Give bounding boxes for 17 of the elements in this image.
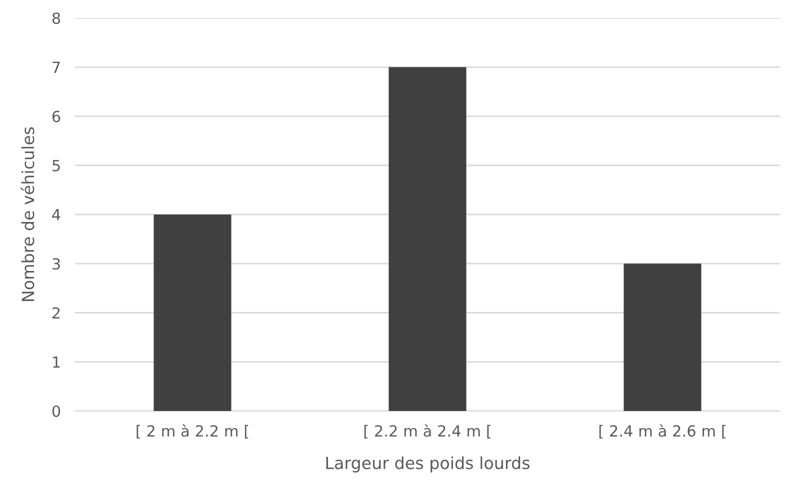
x-tick-label: [ 2.4 m à 2.6 m [ (599, 424, 726, 439)
x-axis-title: Largeur des poids lourds (326, 456, 530, 472)
y-tick-label: 7 (52, 62, 60, 73)
y-tick-label: 5 (52, 160, 60, 172)
bar (154, 214, 232, 411)
y-tick-label: 0 (52, 405, 60, 418)
x-tick-label: [ 2 m à 2.2 m [ (136, 424, 248, 439)
y-tick-label: 6 (52, 110, 60, 122)
y-axis-title: Nombre de véhicules (20, 127, 34, 301)
bar (624, 264, 702, 411)
y-tick-label: 1 (53, 356, 60, 368)
y-tick-label: 8 (52, 12, 60, 24)
y-tick-label: 4 (52, 209, 60, 220)
y-tick-label: 3 (52, 258, 60, 270)
y-tick-label: 2 (52, 307, 60, 319)
x-tick-label: [ 2.2 m à 2.4 m [ (364, 424, 490, 439)
bar (388, 67, 466, 411)
